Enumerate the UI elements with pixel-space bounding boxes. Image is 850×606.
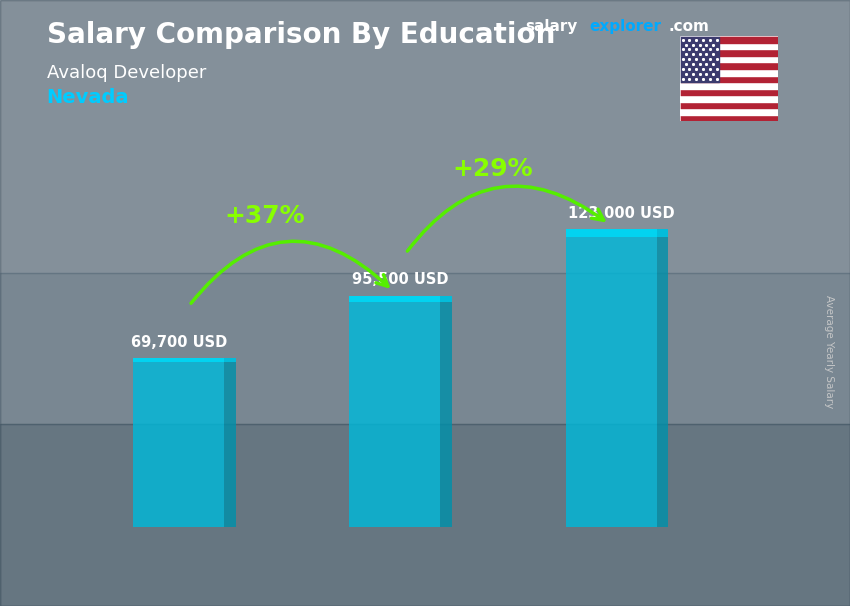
Bar	[680, 88, 778, 95]
Bar	[680, 50, 778, 56]
Bar	[680, 115, 778, 121]
Bar	[0, 0, 850, 273]
Bar	[133, 358, 224, 527]
Bar	[224, 358, 235, 362]
Bar	[440, 296, 452, 527]
Text: 95,500 USD: 95,500 USD	[352, 272, 448, 287]
Bar	[680, 36, 778, 43]
Bar	[680, 82, 778, 88]
Bar	[680, 102, 778, 108]
Bar	[680, 95, 778, 102]
Text: Avaloq Developer: Avaloq Developer	[47, 64, 206, 82]
Text: +29%: +29%	[452, 156, 533, 181]
Text: 123,000 USD: 123,000 USD	[568, 205, 675, 221]
Text: .com: .com	[668, 19, 709, 35]
Bar	[680, 76, 778, 82]
Bar	[440, 296, 452, 302]
Bar	[657, 229, 668, 527]
Bar	[349, 296, 440, 302]
Text: explorer: explorer	[589, 19, 661, 35]
Bar	[224, 358, 235, 527]
Text: 69,700 USD: 69,700 USD	[131, 335, 227, 350]
Bar	[133, 358, 224, 362]
Bar	[0, 273, 850, 424]
Bar	[566, 229, 657, 527]
Text: Nevada: Nevada	[47, 88, 129, 107]
Bar	[680, 69, 778, 76]
Bar	[680, 108, 778, 115]
Bar	[657, 229, 668, 236]
Bar	[680, 56, 778, 62]
Bar	[680, 36, 719, 82]
Bar	[680, 43, 778, 50]
Bar	[680, 62, 778, 69]
Bar	[566, 229, 657, 236]
Text: Average Yearly Salary: Average Yearly Salary	[824, 295, 834, 408]
Text: Salary Comparison By Education: Salary Comparison By Education	[47, 21, 555, 49]
Bar	[0, 424, 850, 606]
Text: +37%: +37%	[224, 204, 305, 228]
Text: salary: salary	[525, 19, 578, 35]
Bar	[349, 296, 440, 527]
